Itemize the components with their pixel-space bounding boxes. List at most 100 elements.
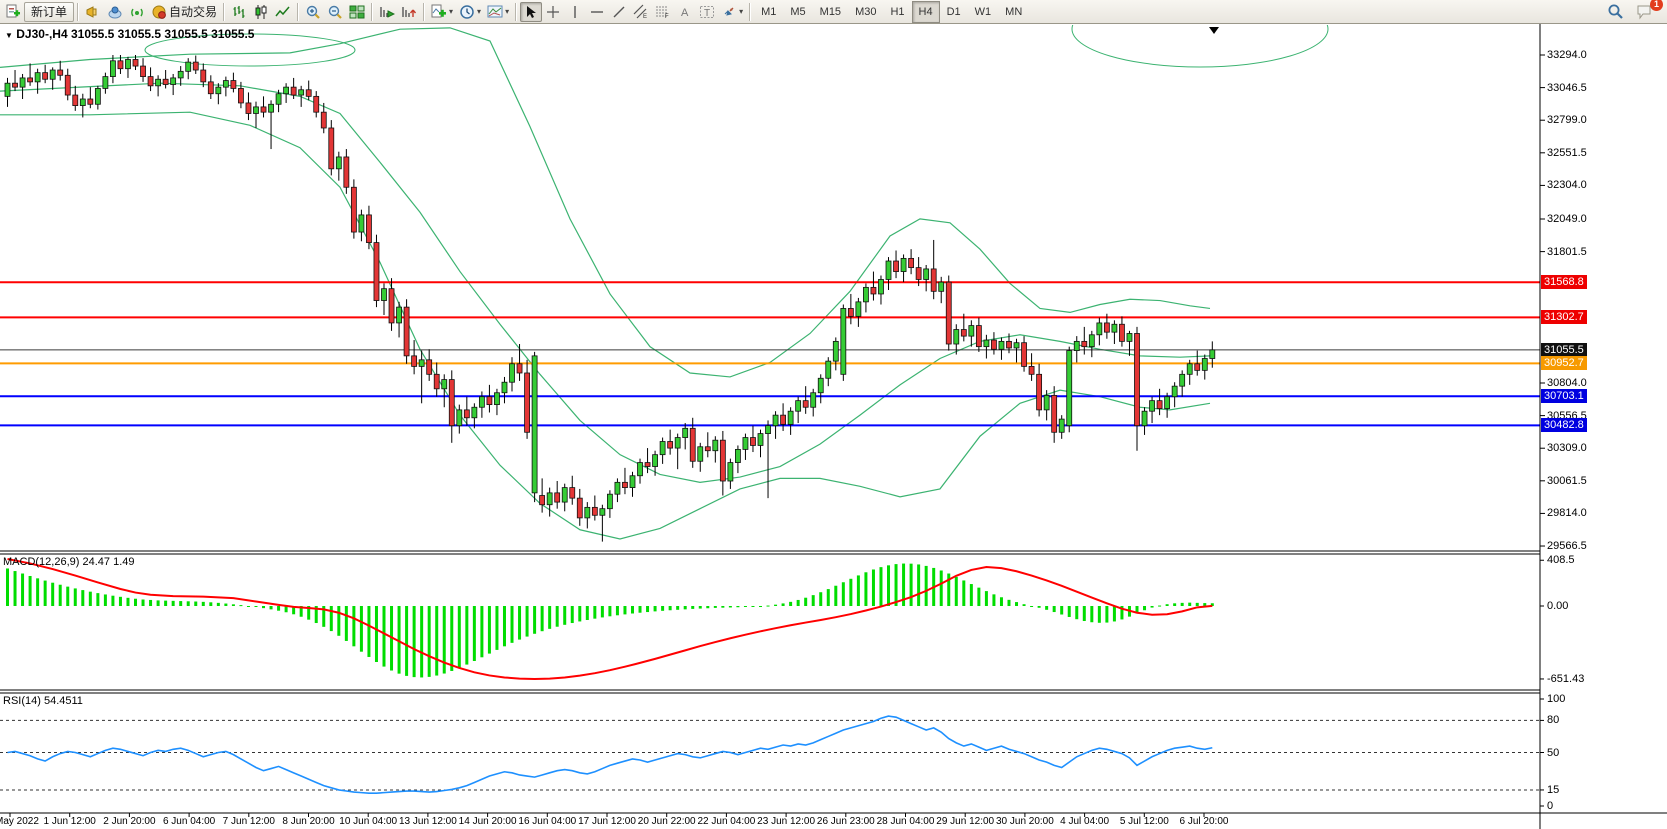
chart-collapse-icon[interactable]: ▼ xyxy=(5,31,13,40)
macd-value: 24.47 xyxy=(82,556,111,568)
macd-bar xyxy=(849,578,853,606)
horizontal-line-tool-button[interactable] xyxy=(586,2,608,22)
cloud-user-icon xyxy=(108,6,122,18)
macd-bar xyxy=(1015,602,1019,606)
ellipse-annotation[interactable] xyxy=(144,33,356,67)
macd-bar xyxy=(879,567,883,606)
timeframe-m15[interactable]: M15 xyxy=(819,5,842,18)
candle-body xyxy=(780,414,786,425)
auto-scroll-button[interactable] xyxy=(376,2,398,22)
candle-body xyxy=(712,439,719,452)
candle-body xyxy=(704,446,711,452)
zoom-out-button[interactable] xyxy=(324,2,346,22)
candle-body xyxy=(463,409,470,419)
macd-bar xyxy=(359,606,363,652)
candle-body xyxy=(622,481,628,489)
candle-body xyxy=(207,81,214,95)
arrows-tool-button[interactable]: ▾ xyxy=(718,2,746,22)
macd-bar xyxy=(864,572,868,606)
candle-body xyxy=(1013,342,1020,349)
macd-bar xyxy=(1143,606,1147,611)
candle-body xyxy=(147,76,154,87)
candle-body xyxy=(1179,373,1186,387)
macd-indicator-label: MACD(12,26,9) 24.47 1.49 xyxy=(3,556,135,568)
rsi-axis-label: 50 xyxy=(1547,746,1560,759)
channel-tool-button[interactable]: E xyxy=(630,2,652,22)
candle-body xyxy=(1126,333,1133,342)
timeframe-d1[interactable]: D1 xyxy=(946,5,961,18)
candle-body xyxy=(170,77,177,85)
trendline-tool-button[interactable] xyxy=(608,2,630,22)
auto-trading-button[interactable]: 自动交易 xyxy=(148,2,220,22)
candle-body xyxy=(298,89,305,96)
indicators-icon xyxy=(431,4,447,17)
candle-body xyxy=(923,268,930,280)
timeframe-h4[interactable]: H4 xyxy=(911,0,940,23)
tile-windows-button[interactable] xyxy=(346,2,368,22)
timeframe-m1[interactable]: M1 xyxy=(761,5,777,18)
chart-plus-icon[interactable] xyxy=(2,2,24,22)
candlestick-button[interactable] xyxy=(250,2,272,22)
indicators-button[interactable]: ▾ xyxy=(428,2,456,22)
line-chart-button[interactable] xyxy=(272,2,294,22)
macd-bar xyxy=(73,588,77,606)
equidistant-channel-icon: E xyxy=(633,4,647,20)
macd-bar xyxy=(811,595,815,606)
macd-bar xyxy=(239,605,243,607)
candle-body xyxy=(953,329,960,345)
macd-bar xyxy=(1067,606,1071,617)
candle-body xyxy=(222,80,229,88)
timeframe-m30[interactable]: M30 xyxy=(855,5,877,18)
timeframe-mn[interactable]: MN xyxy=(1005,5,1023,18)
alert-button[interactable] xyxy=(82,2,104,22)
macd-bar xyxy=(43,580,47,606)
candle-body xyxy=(456,409,463,427)
search-button[interactable] xyxy=(1604,2,1627,22)
rsi-name: RSI(14) xyxy=(3,695,41,707)
candle-body xyxy=(110,60,116,78)
macd-bar xyxy=(457,606,461,668)
cursor-tool-button[interactable] xyxy=(520,1,543,22)
macd-bar xyxy=(307,606,311,620)
timeframe-w1[interactable]: W1 xyxy=(974,5,992,18)
new-order-button[interactable]: 新订单 xyxy=(24,1,75,22)
macd-bar xyxy=(36,578,40,606)
text-label-tool-button[interactable]: T xyxy=(696,2,718,22)
timeframe-h1[interactable]: H1 xyxy=(890,5,905,18)
macd-bar xyxy=(1180,602,1184,606)
timeframe-m5[interactable]: M5 xyxy=(790,5,806,18)
vertical-line-tool-button[interactable] xyxy=(564,2,586,22)
macd-bar xyxy=(495,606,499,650)
fibonacci-tool-button[interactable]: F xyxy=(652,2,674,22)
candle-body xyxy=(283,86,290,95)
crosshair-tool-button[interactable] xyxy=(542,2,564,22)
macd-bar xyxy=(382,606,386,667)
time-axis-label: 6 Jun 04:00 xyxy=(162,816,216,827)
chart-canvas[interactable] xyxy=(0,24,1667,829)
text-tool-button[interactable]: A xyxy=(674,2,696,22)
candle-body xyxy=(1043,394,1050,411)
zoom-in-button[interactable] xyxy=(302,2,324,22)
macd-bar xyxy=(209,602,213,606)
community-button[interactable] xyxy=(104,2,126,22)
notifications-button[interactable]: 1 xyxy=(1633,0,1663,22)
chart-symbol-label: DJ30-,H4 xyxy=(16,27,68,41)
new-order-label: 新订单 xyxy=(31,5,68,19)
periods-button[interactable]: ▾ xyxy=(456,2,484,22)
candle-body xyxy=(200,69,207,83)
candlestick-icon xyxy=(255,4,267,19)
macd-bar xyxy=(954,576,958,606)
candle-body xyxy=(697,446,704,462)
chart-shift-button[interactable] xyxy=(398,2,420,22)
candle-body xyxy=(358,214,365,233)
candle-body xyxy=(140,65,146,78)
bollinger-lower-band xyxy=(0,111,1211,540)
signal-button[interactable] xyxy=(126,2,148,22)
macd-bar xyxy=(502,606,506,647)
ellipse-annotation[interactable] xyxy=(1071,24,1329,68)
candle-body xyxy=(908,257,914,269)
macd-bar xyxy=(1165,604,1169,606)
bar-chart-button[interactable] xyxy=(228,2,250,22)
templates-button[interactable]: ▾ xyxy=(484,2,512,22)
macd-bar xyxy=(367,606,371,657)
